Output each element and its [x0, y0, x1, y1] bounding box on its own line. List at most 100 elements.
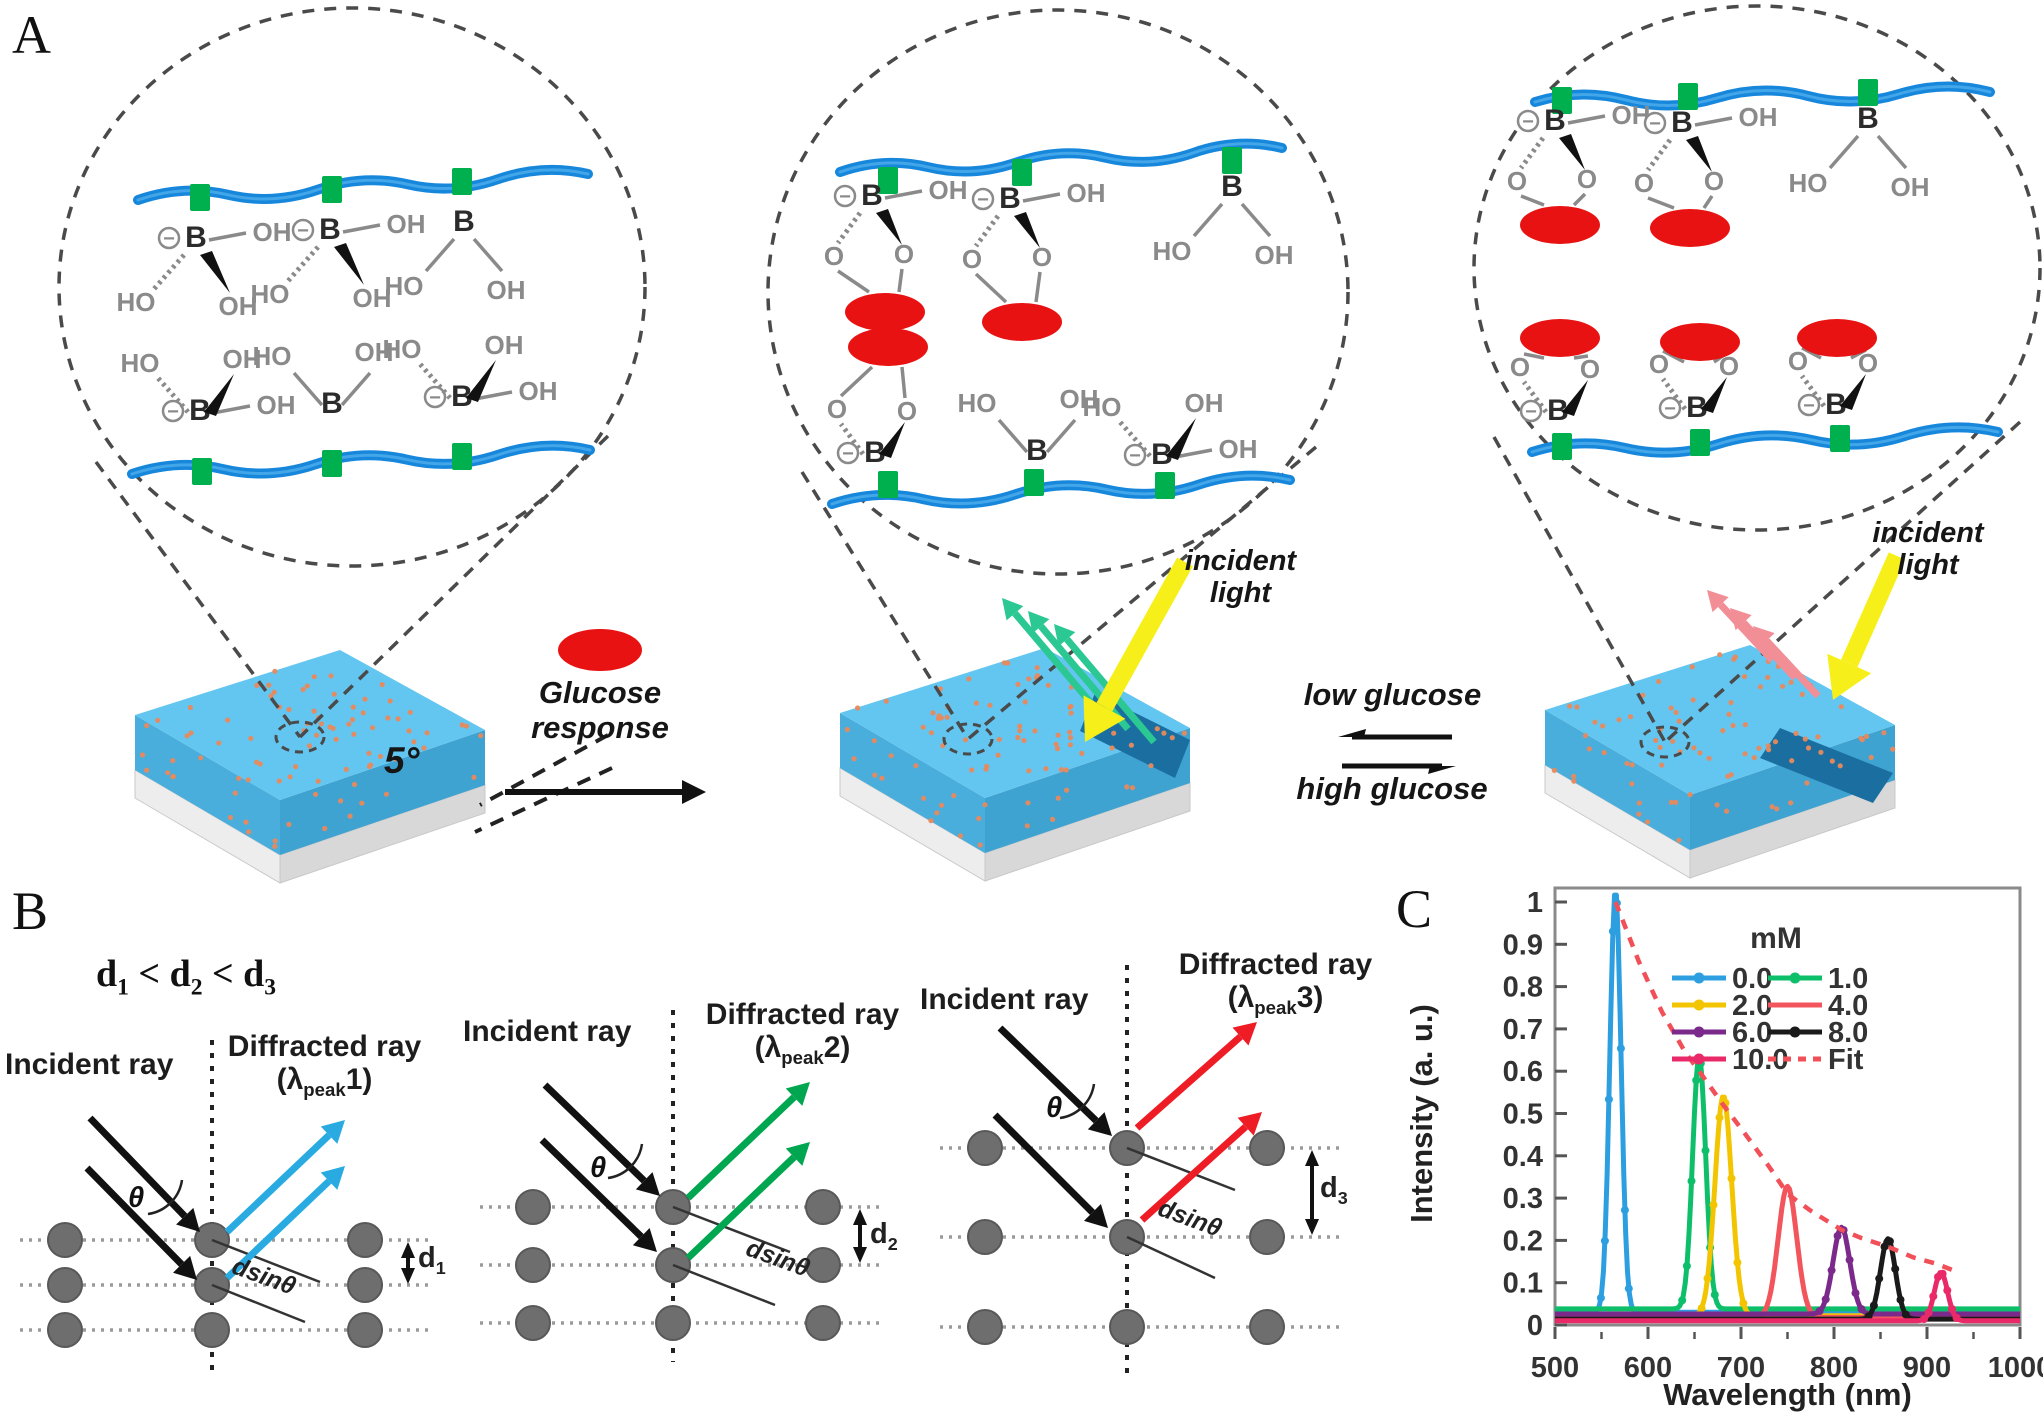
charge-minus: −	[839, 186, 851, 208]
legend-marker-10.0	[1693, 1053, 1705, 1065]
legend-label-1.0: 1.0	[1828, 963, 1868, 995]
series-marker-8.0	[1891, 1264, 1900, 1273]
charge-minus: −	[1803, 395, 1815, 417]
boron-atom: B	[1544, 104, 1566, 137]
d-spacing-inequality: d1 < d2 < d3	[96, 952, 276, 1002]
speckle-dot	[1068, 703, 1074, 710]
lattice-particle	[805, 1189, 841, 1225]
hydrogel-slab-middle	[839, 648, 1191, 882]
crosslinker-square	[1552, 87, 1572, 114]
speckle-dot	[314, 732, 320, 738]
speckle-dot	[888, 753, 894, 759]
incident-ray-arrow-0-shaft	[542, 1082, 647, 1184]
speckle-dot	[1128, 742, 1134, 748]
diffracted-ray-arrow-1-head	[320, 1166, 345, 1190]
speckle-dot	[1063, 767, 1069, 773]
legend-marker-1.0	[1789, 972, 1801, 984]
speckle-dot	[851, 756, 857, 762]
charge-circle	[1123, 443, 1147, 467]
speckle-dot	[311, 674, 317, 680]
tilt-wedge-line2	[474, 766, 613, 834]
boronate-group: B HO OH	[958, 384, 1099, 467]
boron-atom: B	[1221, 170, 1243, 203]
x-tick-label: 700	[1717, 1352, 1765, 1384]
solid-wedge	[1014, 212, 1040, 248]
speckle-dot	[982, 802, 988, 808]
bond-oh-right	[1174, 448, 1213, 459]
o-label: O	[1704, 166, 1724, 196]
boron-atom: B	[1686, 391, 1708, 424]
speckle-dot	[1742, 751, 1748, 757]
o-label: O	[962, 244, 982, 274]
path-difference-line	[1126, 1146, 1236, 1192]
speckle-dot	[1717, 652, 1723, 658]
boron-atom: B	[451, 380, 473, 413]
series-marker-0.0	[1620, 1206, 1629, 1215]
speckle-dot	[930, 710, 936, 716]
diffraction-diagram-1	[20, 1040, 430, 1372]
speckle-dot	[366, 750, 372, 756]
legend-marker-8.0	[1789, 1026, 1801, 1038]
speckle-dot	[254, 759, 260, 765]
speckle-dot	[272, 843, 278, 850]
panel-b-label: B	[12, 881, 49, 941]
bond-oh-right	[342, 223, 381, 234]
hashed-wedge	[418, 362, 452, 400]
speckle-dot	[459, 722, 465, 728]
glucose-response-arrow-head	[682, 780, 706, 804]
d3-label: d3	[1320, 1172, 1348, 1208]
charge-circle	[1519, 399, 1543, 423]
speckle-dot	[1055, 732, 1061, 738]
x-tick-label: 600	[1624, 1352, 1672, 1384]
speckle-dot	[1551, 767, 1557, 774]
diffracted-ray-arrow-0-head	[785, 1082, 810, 1106]
oh-label: OH	[253, 217, 292, 247]
incident-beam-middle-shaft	[1096, 557, 1193, 712]
diffracted-beam-right-0-shaft	[1718, 602, 1775, 663]
incident-ray-arrow-1-shaft	[84, 1165, 185, 1267]
glucose-response-line2: response	[531, 709, 669, 745]
speckle-dot	[1045, 682, 1051, 688]
ho-label: HO	[121, 348, 160, 378]
oh-label: OH	[1060, 384, 1099, 414]
oh-label: OH	[485, 330, 524, 360]
ineq-d1: d	[96, 953, 118, 995]
bond-to-glucose	[837, 269, 870, 294]
lattice-particle	[967, 1219, 1003, 1255]
speckle-dot	[327, 724, 333, 730]
crosslinker-square	[1690, 429, 1710, 456]
charge-minus: −	[842, 443, 854, 465]
speckle-dot	[395, 716, 401, 722]
charge-circle	[1643, 111, 1667, 135]
speckle-dot	[1728, 699, 1734, 706]
diffracted-ray-3-line1: Diffracted ray	[1178, 948, 1373, 981]
glucose-response-label: Glucose response	[480, 675, 720, 745]
series-marker-0.0	[1624, 1284, 1633, 1293]
speckle-dot	[1788, 800, 1794, 806]
speckle-dot	[879, 775, 885, 781]
o-label: O	[1858, 348, 1878, 378]
series-marker-10.0	[1943, 1286, 1952, 1295]
speckle-dot	[1670, 738, 1676, 744]
bond-oh-right	[884, 189, 923, 200]
y-tick-label: 0.9	[1503, 929, 1543, 961]
o-label: O	[1649, 349, 1669, 379]
speckle-dot	[969, 767, 975, 773]
speckle-dot	[1793, 730, 1799, 737]
lattice-particle	[347, 1267, 383, 1303]
solid-wedge	[334, 243, 364, 285]
series-marker-10.0	[1929, 1292, 1938, 1301]
speckle-dot	[1676, 837, 1682, 843]
speckle-dot	[187, 704, 193, 711]
o-label: O	[1788, 346, 1808, 376]
series-marker-1.0	[1682, 1262, 1691, 1270]
theta-label-1: θ	[128, 1182, 145, 1214]
diffracted-ray-arrow-0-shaft	[685, 1094, 797, 1201]
oh-label: OH	[1185, 388, 1224, 418]
funnel-target-circle	[942, 722, 994, 756]
series-marker-6.0	[1845, 1255, 1854, 1264]
incident-light-right-line2: light	[1897, 549, 1959, 582]
crosslinker-square	[192, 458, 212, 485]
